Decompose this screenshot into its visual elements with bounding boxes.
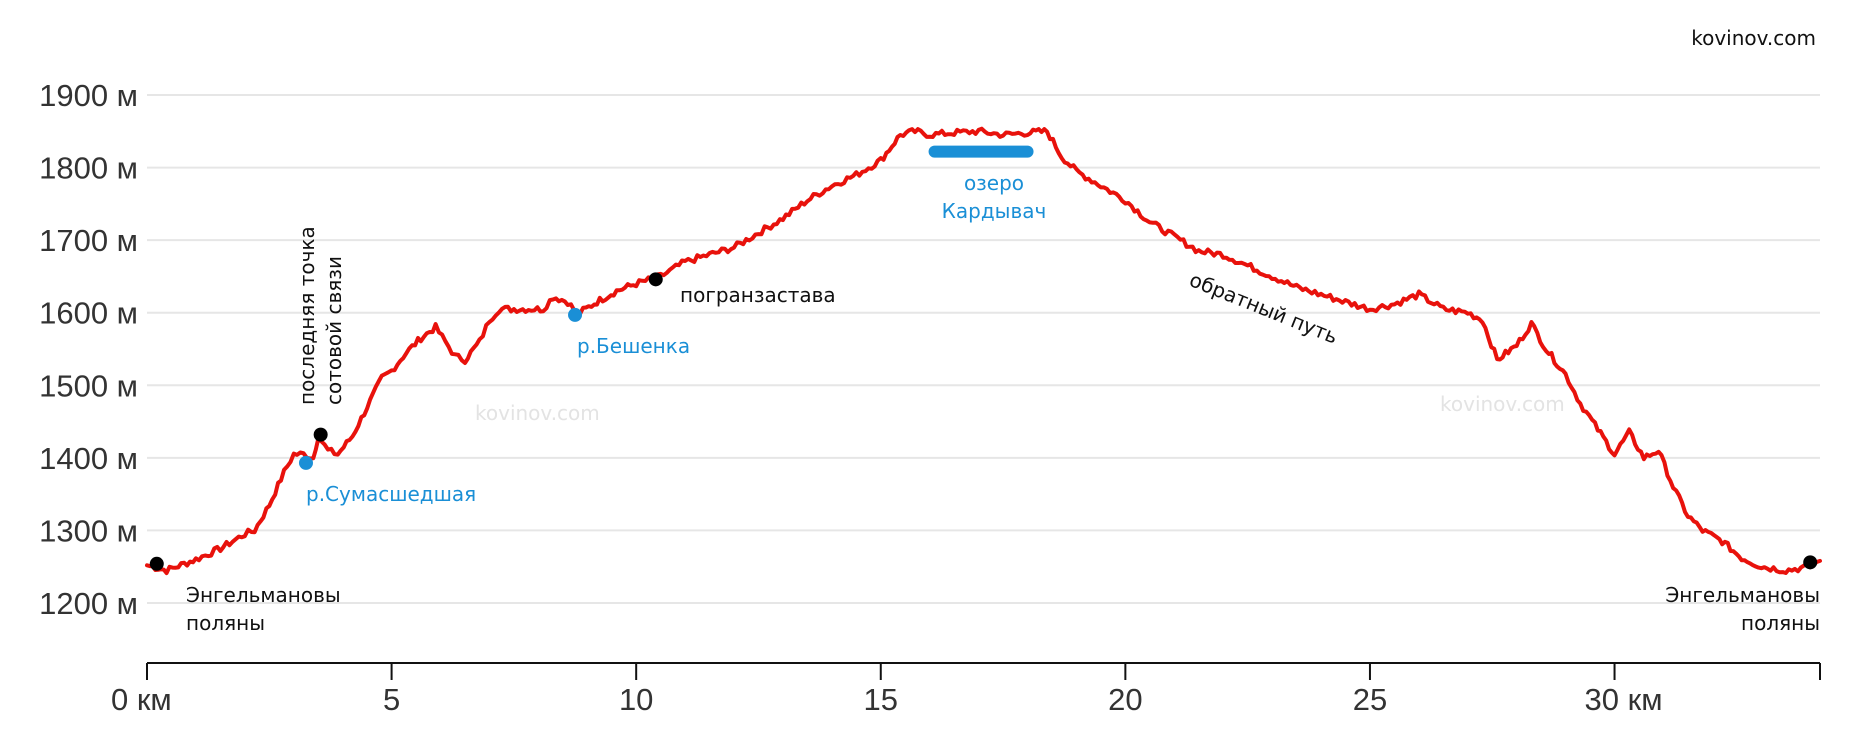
y-tick-label: 1900 м bbox=[39, 78, 138, 113]
x-tick-label: 25 bbox=[1353, 682, 1387, 717]
point-marker bbox=[568, 307, 583, 322]
watermark-left: kovinov.com bbox=[475, 401, 600, 425]
point-marker bbox=[313, 427, 328, 442]
watermark-right: kovinov.com bbox=[1440, 392, 1565, 416]
lake-label-line1: озеро bbox=[964, 171, 1024, 195]
x-tick-label: 0 км bbox=[111, 682, 172, 717]
point-marker bbox=[1803, 555, 1818, 570]
x-tick-label: 5 bbox=[383, 682, 400, 717]
river-beshenka-label: р.Бешенка bbox=[577, 334, 690, 358]
point-marker bbox=[298, 455, 313, 470]
y-tick-label: 1400 м bbox=[39, 441, 138, 476]
y-tick-label: 1800 м bbox=[39, 151, 138, 186]
x-tick-label: 30 км bbox=[1585, 682, 1663, 717]
y-axis-ticks: 1200 м 1300 м 1400 м 1500 м 1600 м 1700 м 1800… bbox=[39, 78, 138, 621]
grid-lines bbox=[147, 94, 1820, 604]
site-label: kovinov.com bbox=[1691, 26, 1816, 50]
border-post-label: погранзастава bbox=[680, 283, 836, 307]
y-tick-label: 1500 м bbox=[39, 368, 138, 403]
point-marker bbox=[648, 272, 663, 287]
point-marker bbox=[149, 556, 164, 571]
x-axis bbox=[146, 662, 1821, 680]
y-tick-label: 1300 м bbox=[39, 513, 138, 548]
x-tick-label: 20 bbox=[1108, 682, 1142, 717]
end-label-line2: поляны bbox=[1741, 611, 1820, 635]
elevation-line bbox=[145, 126, 1822, 576]
cell-signal-label-line1: последняя точка bbox=[295, 226, 319, 405]
x-tick-label: 15 bbox=[864, 682, 898, 717]
river-sumasshedshaya-label: р.Сумасшедшая bbox=[306, 482, 476, 506]
start-label-line1: Энгельмановы bbox=[186, 583, 341, 607]
y-tick-label: 1700 м bbox=[39, 223, 138, 258]
y-tick-label: 1200 м bbox=[39, 586, 138, 621]
start-label-line2: поляны bbox=[186, 611, 265, 635]
lake-label-line2: Кардывач bbox=[942, 199, 1047, 223]
x-tick-label: 10 bbox=[619, 682, 653, 717]
x-axis-ticks: 0 км 5 10 15 20 25 30 км bbox=[111, 663, 1663, 717]
point-markers bbox=[149, 272, 1818, 571]
end-label-line1: Энгельмановы bbox=[1665, 583, 1820, 607]
y-tick-label: 1600 м bbox=[39, 296, 138, 331]
return-path-label: обратный путь bbox=[1186, 267, 1341, 348]
cell-signal-label-line2: сотовой связи bbox=[322, 256, 346, 405]
